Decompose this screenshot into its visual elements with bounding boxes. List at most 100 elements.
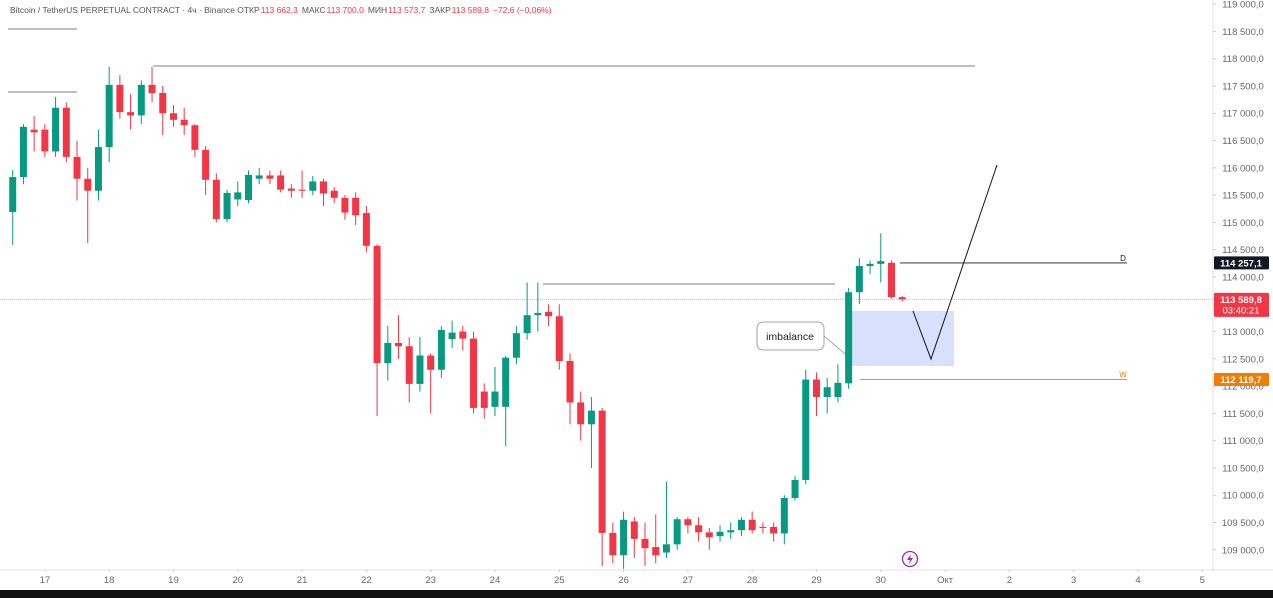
candle-body <box>309 181 317 191</box>
projection-path <box>912 164 998 361</box>
ohlc-key: ОТКР <box>237 5 260 15</box>
candle-body <box>673 519 681 545</box>
candle-body <box>30 129 38 133</box>
x-tick-label: 5 <box>1200 575 1205 586</box>
candle-body <box>512 333 520 358</box>
candle-body <box>212 179 220 220</box>
candle-body <box>770 526 778 534</box>
x-tick-label: 2 <box>1007 575 1012 586</box>
candle-body <box>416 355 424 384</box>
drawings <box>8 28 998 366</box>
candle-body <box>169 113 177 120</box>
candle-body <box>598 410 606 533</box>
candle-body <box>887 262 895 298</box>
y-tick-label: 113 000,0 <box>1222 327 1264 338</box>
candle-body <box>94 147 102 191</box>
candle-body <box>405 346 413 384</box>
y-tick-label: 112 500,0 <box>1222 354 1264 365</box>
x-tick-label: Окт <box>937 575 954 586</box>
candle-body <box>266 175 274 179</box>
candle-body <box>223 192 231 220</box>
candle-body <box>384 342 392 364</box>
x-tick-label: 19 <box>168 575 179 586</box>
candle-body <box>52 107 60 152</box>
candle-body <box>287 188 295 191</box>
candle-body <box>180 119 188 126</box>
x-tick-label: 24 <box>490 575 501 586</box>
x-tick-label: 17 <box>40 575 51 586</box>
candle-body <box>502 357 510 407</box>
candle-body <box>330 190 338 198</box>
y-tick-label: 111 500,0 <box>1223 409 1264 420</box>
price-tag-label: 112 119,7 <box>1220 375 1261 386</box>
candle-body <box>705 532 713 538</box>
candle-body <box>73 156 81 179</box>
y-tick-label: 115 500,0 <box>1222 191 1264 202</box>
y-tick-label: 117 000,0 <box>1222 109 1264 120</box>
candle-body <box>459 331 467 339</box>
candle-body <box>320 181 328 194</box>
candle-body <box>62 107 70 157</box>
ohlc-value: 113 700,0 <box>326 5 364 15</box>
candle-body <box>255 175 263 179</box>
x-tick-label: 22 <box>361 575 372 586</box>
imbalance-zone <box>847 311 954 366</box>
candle-body <box>609 532 617 556</box>
candle-body <box>737 519 745 531</box>
price-tag <box>1214 292 1269 317</box>
candle-body <box>116 84 124 113</box>
x-tick-label: 18 <box>104 575 115 586</box>
candle-body <box>448 332 456 340</box>
level-label: D <box>1120 254 1126 263</box>
x-tick-label: 30 <box>875 575 886 586</box>
x-tick-label: 26 <box>618 575 629 586</box>
price-tag-label: 114 257,1 <box>1220 258 1262 269</box>
y-tick-label: 109 000,0 <box>1222 545 1264 556</box>
candle-body <box>727 530 735 533</box>
candle-body <box>780 497 788 534</box>
candle-body <box>395 342 403 347</box>
y-tick-label: 111 000,0 <box>1223 436 1264 447</box>
candle-body <box>812 379 820 398</box>
candle-body <box>523 315 531 334</box>
candle-body <box>427 355 435 370</box>
bottom-border <box>0 590 1273 598</box>
candle-body <box>834 382 842 398</box>
candle-body <box>641 538 649 549</box>
x-tick-label: 4 <box>1135 575 1140 586</box>
candle-body <box>137 84 145 116</box>
x-tick-label: 25 <box>554 575 565 586</box>
candle-body <box>866 263 874 267</box>
y-tick-label: 116 000,0 <box>1222 163 1264 174</box>
candle-body <box>748 519 756 531</box>
candle-body <box>620 519 628 556</box>
x-tick-label: 3 <box>1071 575 1076 586</box>
x-tick-label: 21 <box>297 575 308 586</box>
candle-body <box>41 129 49 152</box>
change: −72,6 (−0,06%) <box>492 5 552 15</box>
x-tick-label: 20 <box>232 575 243 586</box>
candle-body <box>84 178 92 191</box>
candle-body <box>159 93 167 114</box>
x-tick-label: 28 <box>747 575 758 586</box>
candle-body <box>373 245 381 364</box>
candle-body <box>791 479 799 498</box>
candle-body <box>823 387 831 398</box>
countdown: 03:40:21 <box>1223 305 1260 316</box>
candle-body <box>127 112 135 116</box>
ohlc-key: ЗАКР <box>429 5 451 15</box>
candle-body <box>759 526 767 528</box>
candle-body <box>577 402 585 425</box>
annotation: imbalance <box>766 331 814 343</box>
plot: 109 000,0 109 500,0 110 000,0 110 500,0 111 … <box>0 0 1269 586</box>
event-icon[interactable] <box>901 550 919 568</box>
candle-body <box>105 84 113 148</box>
y-tick-label: 109 500,0 <box>1222 518 1264 529</box>
candle-body <box>148 84 156 94</box>
candle-body <box>534 312 542 316</box>
candle-body <box>491 391 499 407</box>
candle-body <box>352 197 360 216</box>
callout-box <box>756 321 825 351</box>
candle-body <box>802 379 810 480</box>
